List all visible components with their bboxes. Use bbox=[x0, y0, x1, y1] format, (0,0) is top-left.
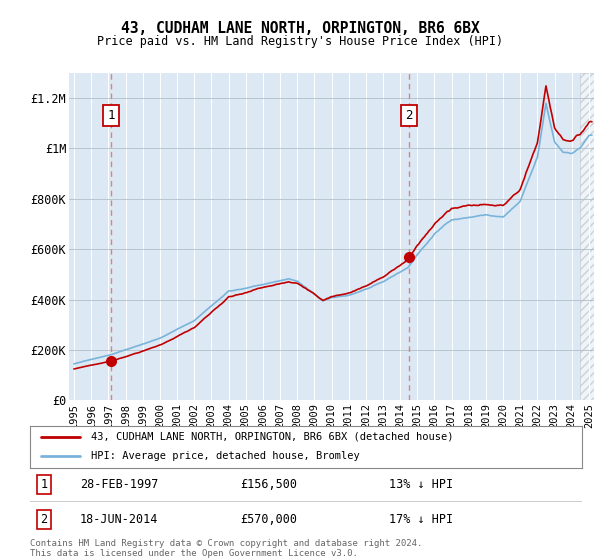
Text: £570,000: £570,000 bbox=[240, 513, 297, 526]
Text: 13% ↓ HPI: 13% ↓ HPI bbox=[389, 478, 453, 491]
Text: 2: 2 bbox=[40, 513, 47, 526]
Text: 1: 1 bbox=[40, 478, 47, 491]
Text: 1: 1 bbox=[107, 109, 115, 122]
Text: 43, CUDHAM LANE NORTH, ORPINGTON, BR6 6BX (detached house): 43, CUDHAM LANE NORTH, ORPINGTON, BR6 6B… bbox=[91, 432, 453, 442]
Text: £156,500: £156,500 bbox=[240, 478, 297, 491]
Text: Contains HM Land Registry data © Crown copyright and database right 2024.
This d: Contains HM Land Registry data © Crown c… bbox=[30, 539, 422, 558]
Text: 28-FEB-1997: 28-FEB-1997 bbox=[80, 478, 158, 491]
Text: 17% ↓ HPI: 17% ↓ HPI bbox=[389, 513, 453, 526]
Text: 43, CUDHAM LANE NORTH, ORPINGTON, BR6 6BX: 43, CUDHAM LANE NORTH, ORPINGTON, BR6 6B… bbox=[121, 21, 479, 36]
Text: 18-JUN-2014: 18-JUN-2014 bbox=[80, 513, 158, 526]
Text: Price paid vs. HM Land Registry's House Price Index (HPI): Price paid vs. HM Land Registry's House … bbox=[97, 35, 503, 48]
Text: HPI: Average price, detached house, Bromley: HPI: Average price, detached house, Brom… bbox=[91, 451, 359, 461]
Text: 2: 2 bbox=[405, 109, 412, 122]
Polygon shape bbox=[580, 73, 594, 400]
